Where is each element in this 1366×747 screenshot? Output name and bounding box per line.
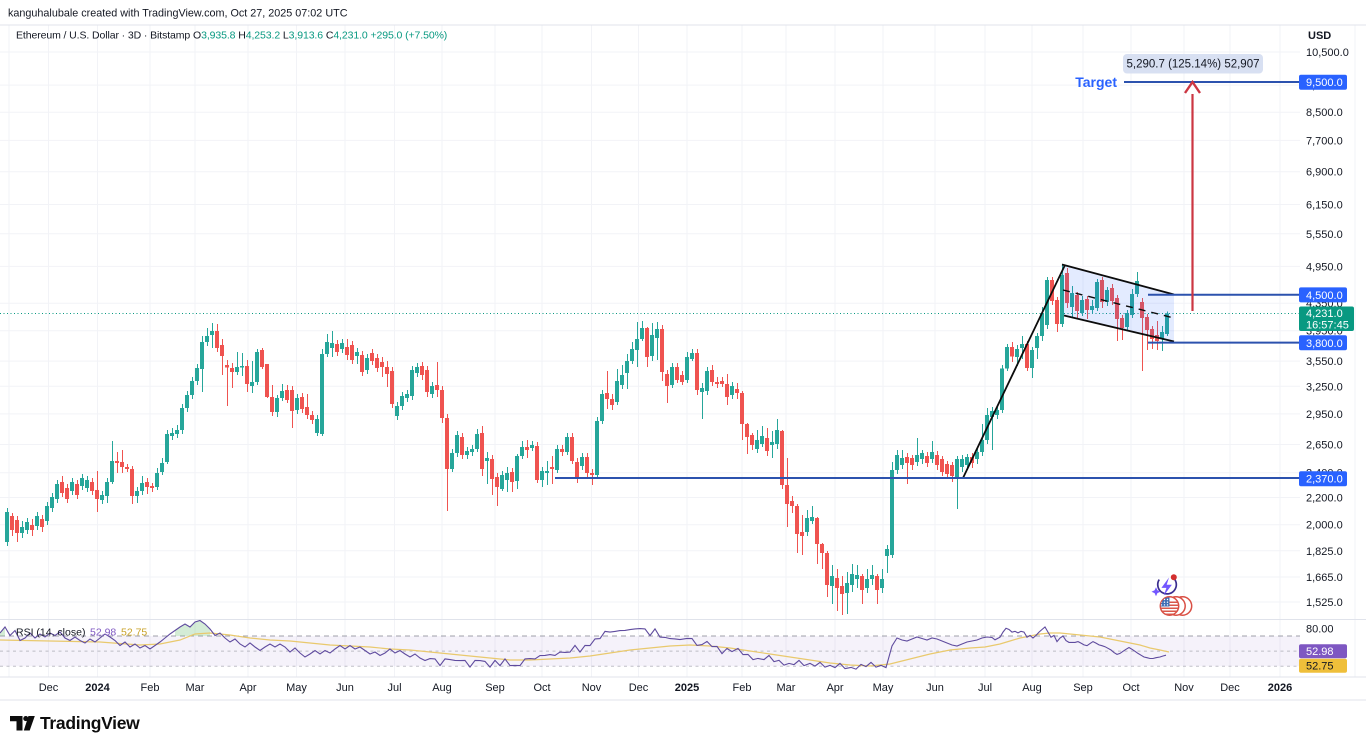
svg-text:1,665.0: 1,665.0	[1306, 572, 1343, 584]
svg-text:2,000.0: 2,000.0	[1306, 520, 1343, 532]
svg-text:Nov: Nov	[1174, 682, 1194, 694]
svg-text:Mar: Mar	[186, 682, 205, 694]
svg-text:Jul: Jul	[387, 682, 401, 694]
svg-text:Nov: Nov	[582, 682, 602, 694]
svg-text:2025: 2025	[675, 682, 699, 694]
svg-text:3,800.0: 3,800.0	[1306, 338, 1343, 350]
svg-text:7,700.0: 7,700.0	[1306, 135, 1343, 147]
svg-text:Jun: Jun	[926, 682, 944, 694]
svg-text:6,900.0: 6,900.0	[1306, 167, 1343, 179]
svg-text:80.00: 80.00	[1306, 624, 1334, 636]
svg-text:2026: 2026	[1268, 682, 1292, 694]
svg-text:Oct: Oct	[1122, 682, 1139, 694]
svg-text:10,500.0: 10,500.0	[1306, 47, 1349, 59]
svg-text:2,200.0: 2,200.0	[1306, 493, 1343, 505]
svg-text:4,231.0: 4,231.0	[1306, 308, 1343, 320]
svg-text:Dec: Dec	[1220, 682, 1240, 694]
svg-text:Apr: Apr	[239, 682, 256, 694]
svg-text:2,950.0: 2,950.0	[1306, 409, 1343, 421]
svg-text:52.98: 52.98	[1306, 646, 1334, 658]
svg-text:Dec: Dec	[629, 682, 649, 694]
svg-text:4,950.0: 4,950.0	[1306, 261, 1343, 273]
svg-text:3,250.0: 3,250.0	[1306, 381, 1343, 393]
svg-text:TradingView: TradingView	[40, 713, 140, 733]
svg-text:kanguhalubale created with Tra: kanguhalubale created with TradingView.c…	[8, 8, 348, 20]
svg-text:16:57:45: 16:57:45	[1306, 320, 1349, 332]
svg-text:52.98: 52.98	[90, 627, 116, 639]
svg-text:Jul: Jul	[978, 682, 992, 694]
svg-text:Aug: Aug	[1022, 682, 1042, 694]
svg-text:Ethereum / U.S. Dollar · 3D ·: Ethereum / U.S. Dollar · 3D · Bitstamp O…	[16, 30, 447, 42]
svg-text:Target: Target	[1075, 74, 1117, 90]
svg-text:2,370.0: 2,370.0	[1306, 474, 1343, 486]
svg-text:5,550.0: 5,550.0	[1306, 229, 1343, 241]
svg-text:Jun: Jun	[336, 682, 354, 694]
svg-text:Aug: Aug	[432, 682, 452, 694]
svg-text:52.75: 52.75	[121, 627, 147, 639]
svg-text:2024: 2024	[85, 682, 110, 694]
svg-text:Sep: Sep	[1073, 682, 1093, 694]
svg-text:Apr: Apr	[826, 682, 843, 694]
svg-text:2,650.0: 2,650.0	[1306, 440, 1343, 452]
svg-text:4,500.0: 4,500.0	[1306, 290, 1343, 302]
svg-text:May: May	[873, 682, 894, 694]
svg-text:52.75: 52.75	[1306, 661, 1334, 673]
svg-text:1,525.0: 1,525.0	[1306, 597, 1343, 609]
svg-text:8,500.0: 8,500.0	[1306, 107, 1343, 119]
svg-text:Mar: Mar	[777, 682, 796, 694]
svg-text:5,290.7 (125.14%) 52,907: 5,290.7 (125.14%) 52,907	[1127, 59, 1260, 71]
svg-text:Feb: Feb	[733, 682, 752, 694]
svg-text:9,500.0: 9,500.0	[1306, 77, 1343, 89]
svg-text:1,825.0: 1,825.0	[1306, 546, 1343, 558]
svg-text:6,150.0: 6,150.0	[1306, 200, 1343, 212]
svg-text:Feb: Feb	[141, 682, 160, 694]
svg-text:May: May	[286, 682, 307, 694]
svg-text:RSI (14, close): RSI (14, close)	[16, 627, 85, 639]
svg-text:3,550.0: 3,550.0	[1306, 356, 1343, 368]
svg-text:Sep: Sep	[485, 682, 505, 694]
svg-text:Dec: Dec	[39, 682, 59, 694]
svg-text:Oct: Oct	[533, 682, 550, 694]
svg-text:USD: USD	[1308, 30, 1331, 42]
